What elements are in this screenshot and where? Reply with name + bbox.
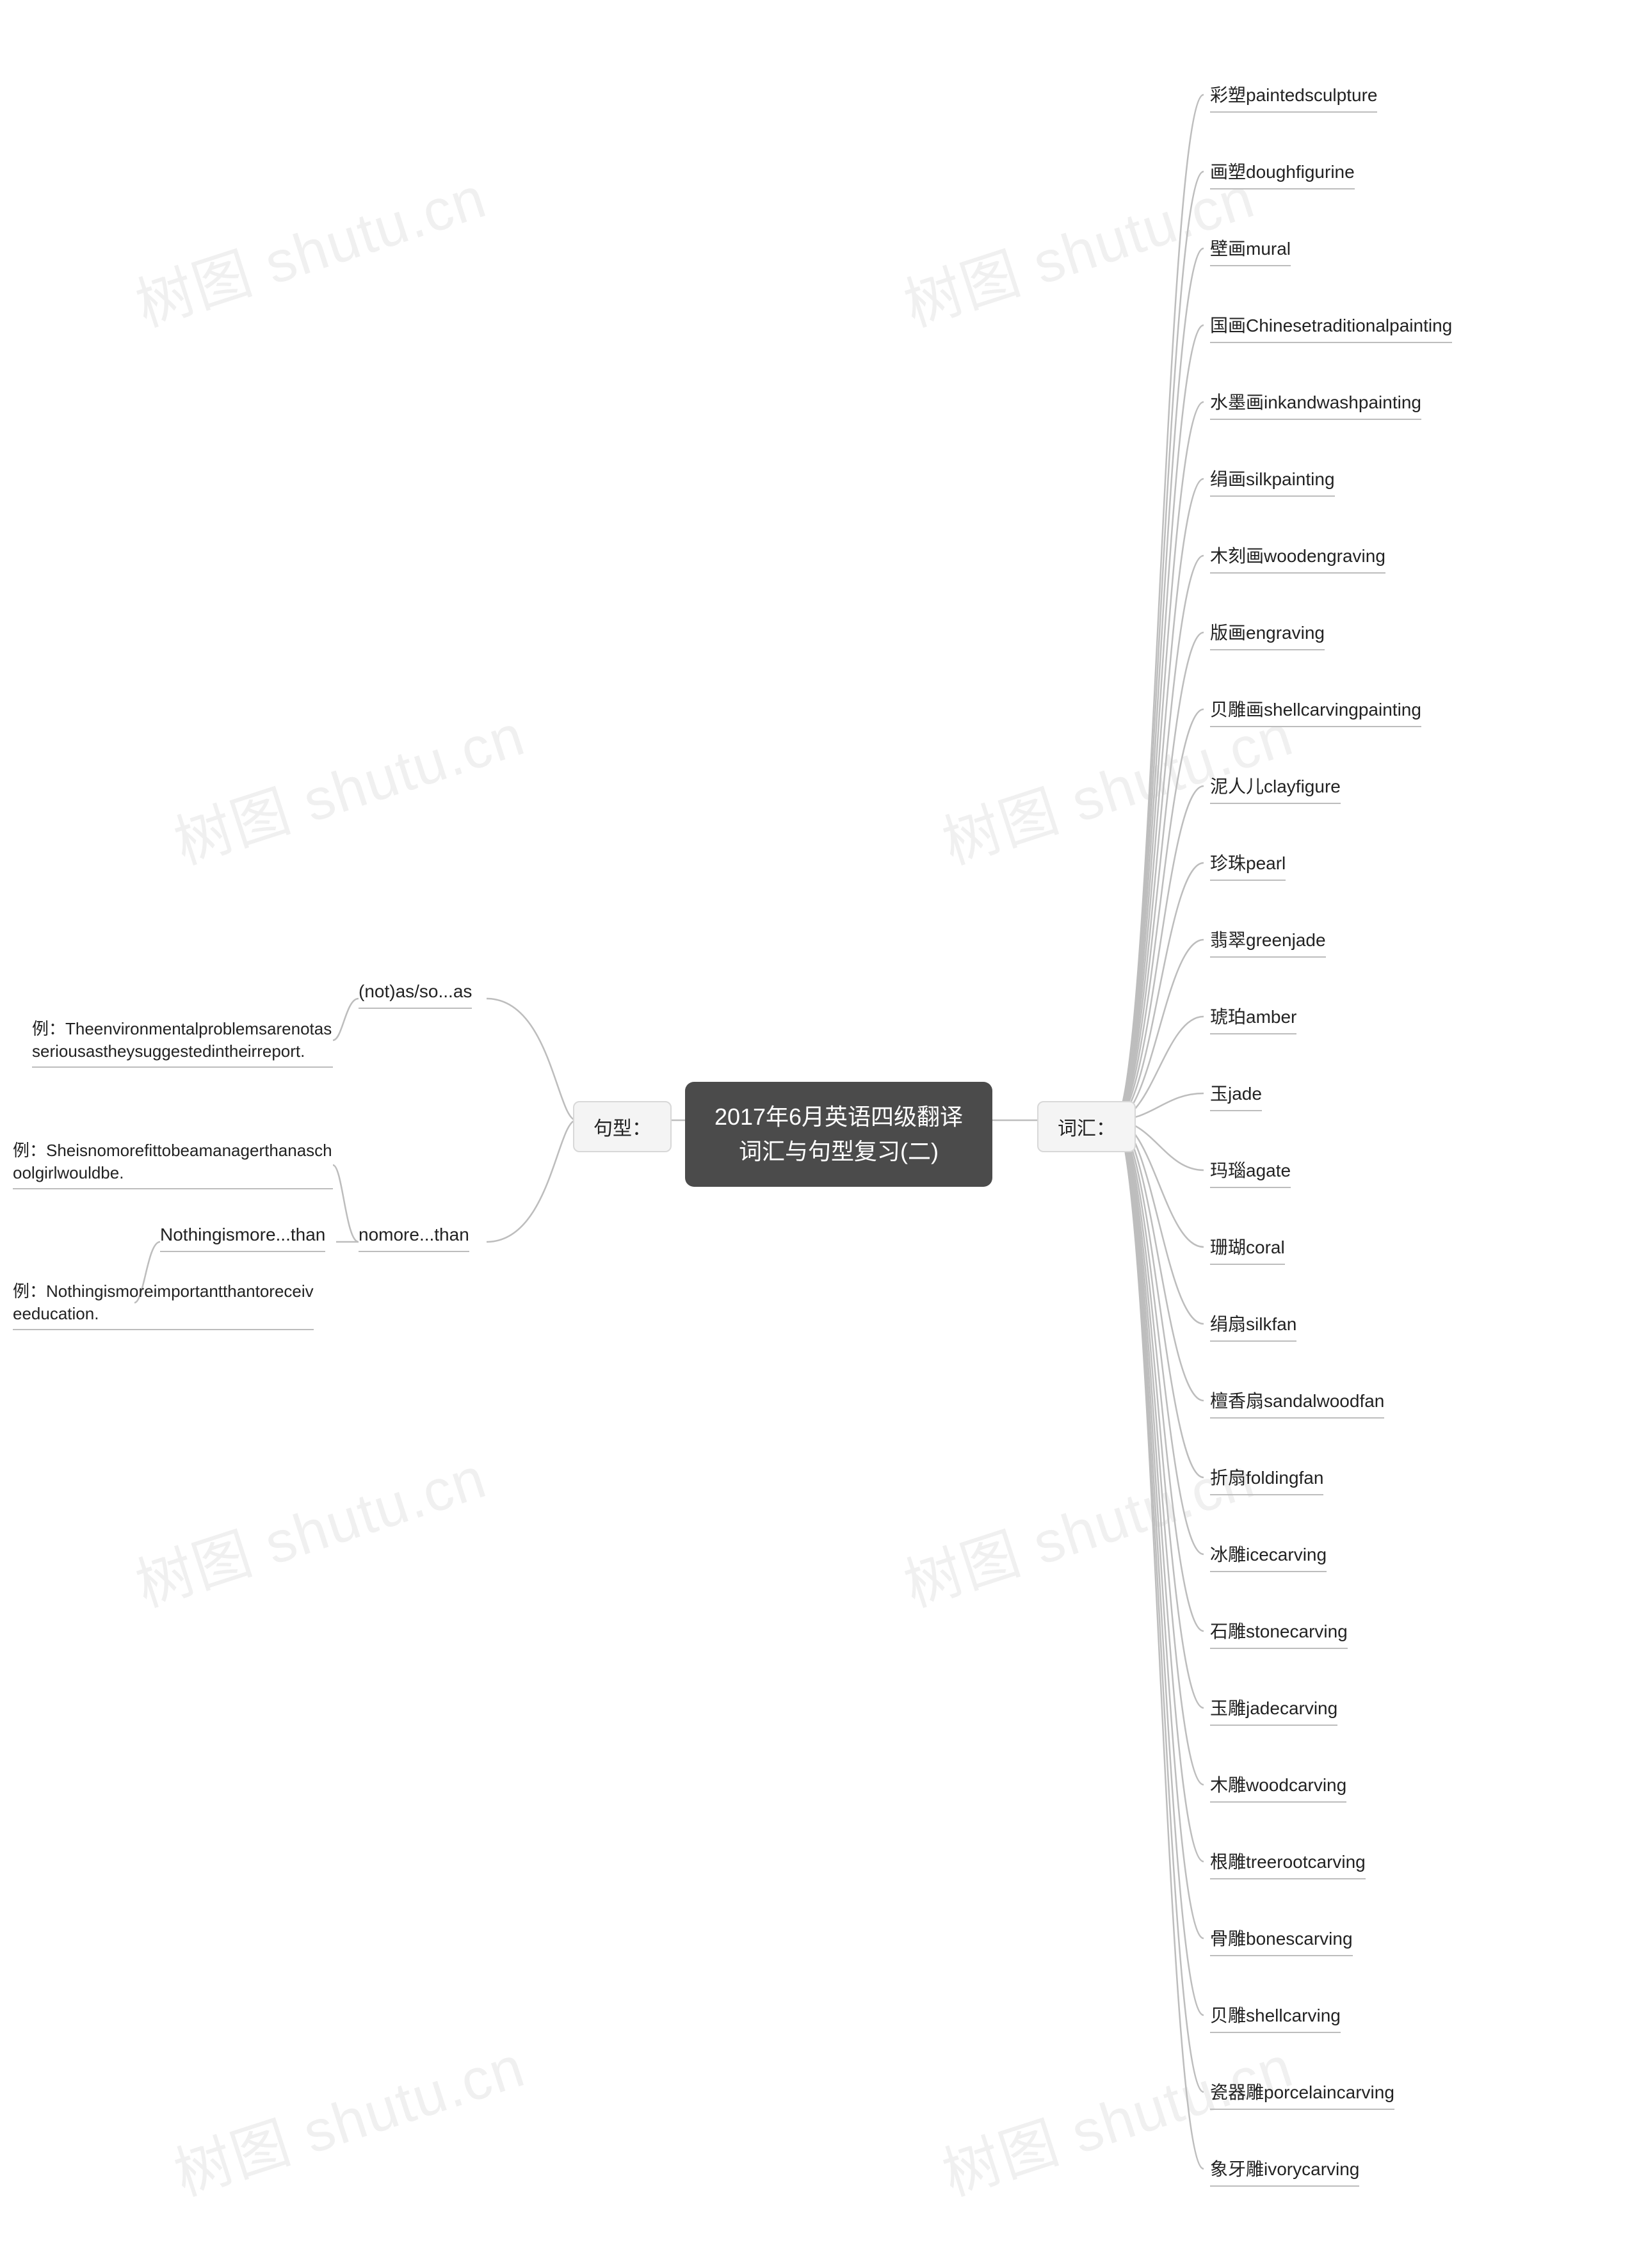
vocab-item: 根雕treerootcarving — [1210, 1850, 1366, 1879]
vocab-item: 冰雕icecarving — [1210, 1543, 1327, 1572]
vocab-item: 绢扇silkfan — [1210, 1312, 1296, 1342]
vocab-item: 绢画silkpainting — [1210, 467, 1335, 497]
vocab-item: 泥人儿clayfigure — [1210, 775, 1341, 804]
pattern-node-nothing-is-more-than: Nothingismore...than — [160, 1223, 325, 1252]
vocab-item: 木雕woodcarving — [1210, 1773, 1346, 1803]
vocab-item: 琥珀amber — [1210, 1005, 1296, 1034]
vocab-item: 画塑doughfigurine — [1210, 160, 1355, 189]
vocab-item: 玛瑙agate — [1210, 1159, 1291, 1188]
pattern-node-not-as-so-as: (not)as/so...as — [359, 979, 472, 1009]
pattern-example-3: 例：Nothingismoreimportantthantoreceiveedu… — [13, 1280, 314, 1330]
vocab-item: 珍珠pearl — [1210, 851, 1286, 881]
vocab-item: 玉雕jadecarving — [1210, 1696, 1337, 1726]
vocab-item: 瓷器雕porcelaincarving — [1210, 2080, 1394, 2110]
vocab-item: 翡翠greenjade — [1210, 928, 1326, 958]
vocab-item: 象牙雕ivorycarving — [1210, 2157, 1359, 2187]
vocab-item: 折扇foldingfan — [1210, 1466, 1323, 1495]
central-node: 2017年6月英语四级翻译词汇与句型复习(二) — [685, 1082, 992, 1187]
right-branch-label: 词汇： — [1037, 1101, 1136, 1152]
pattern-example-2: 例：Sheisnomorefittobeamanagerthanaschoolg… — [13, 1139, 333, 1189]
left-branch-label: 句型： — [573, 1101, 672, 1152]
vocab-item: 骨雕bonescarving — [1210, 1927, 1353, 1956]
vocab-item: 彩塑paintedsculpture — [1210, 83, 1377, 113]
vocab-item: 檀香扇sandalwoodfan — [1210, 1389, 1384, 1419]
vocab-item: 贝雕shellcarving — [1210, 2004, 1341, 2033]
vocab-item: 贝雕画shellcarvingpainting — [1210, 698, 1421, 727]
vocab-item: 玉jade — [1210, 1082, 1262, 1111]
watermark: 树图 shutu.cn — [892, 151, 1264, 342]
vocab-item: 水墨画inkandwashpainting — [1210, 390, 1421, 420]
watermark: 树图 shutu.cn — [163, 2020, 534, 2212]
vocab-item: 国画Chinesetraditionalpainting — [1210, 314, 1452, 343]
watermark: 树图 shutu.cn — [124, 1431, 496, 1623]
vocab-item: 版画engraving — [1210, 621, 1325, 650]
vocab-item: 壁画mural — [1210, 237, 1291, 266]
pattern-node-nomore-than: nomore...than — [359, 1223, 469, 1252]
vocab-item: 木刻画woodengraving — [1210, 544, 1385, 574]
pattern-example-1: 例：Theenvironmentalproblemsarenotasseriou… — [32, 1018, 333, 1068]
watermark: 树图 shutu.cn — [124, 151, 496, 342]
watermark: 树图 shutu.cn — [892, 1431, 1264, 1623]
watermark: 树图 shutu.cn — [163, 689, 534, 880]
vocab-item: 珊瑚coral — [1210, 1235, 1285, 1265]
vocab-item: 石雕stonecarving — [1210, 1620, 1348, 1649]
